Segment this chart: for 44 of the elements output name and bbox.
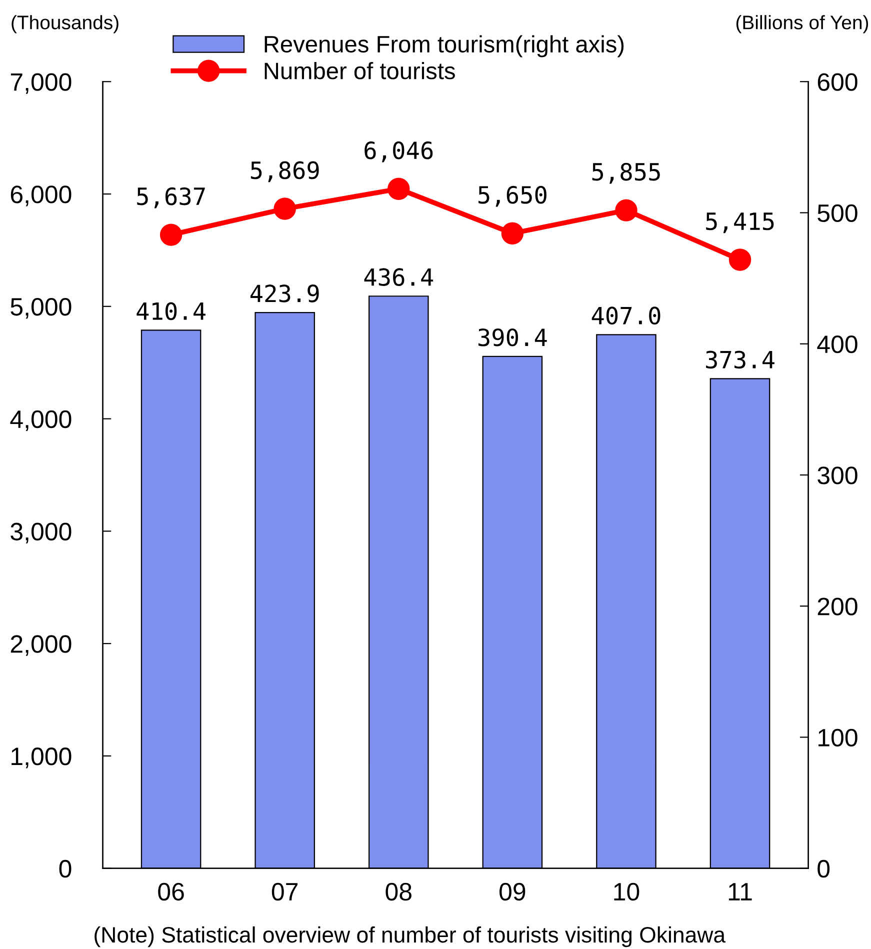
y-tick-label: 3,000 <box>10 522 72 544</box>
data-label: 436.4 <box>364 268 434 286</box>
x-tick-label: 09 <box>500 882 526 901</box>
legend-label: Revenues From tourism(right axis) <box>264 35 624 58</box>
x-tick-label: 11 <box>728 883 752 900</box>
y-tick-label: 5,000 <box>10 298 72 319</box>
data-label: 410.4 <box>136 302 206 320</box>
point <box>388 178 410 200</box>
y2-tick-label: 0 <box>818 860 830 878</box>
y2-tick-label: 500 <box>818 204 858 222</box>
legend-label: Number of tourists <box>264 62 455 80</box>
y-tick-label: 1,000 <box>12 748 72 768</box>
point <box>615 199 638 222</box>
data-label: 5,855 <box>592 162 660 184</box>
data-label: 5,869 <box>250 161 319 182</box>
x-tick-label: 07 <box>272 882 298 901</box>
point <box>728 248 752 271</box>
data-label: 390.4 <box>478 328 547 346</box>
y2-axis-title: (Billions of Yen) <box>736 15 868 34</box>
y-tick-label: 7,000 <box>10 73 72 94</box>
data-label: 407.0 <box>592 306 660 325</box>
y-tick-label: 4,000 <box>10 410 72 432</box>
y2-tick-label: 400 <box>817 335 858 354</box>
y-tick-label: 6,000 <box>10 186 72 206</box>
y2-tick-label: 300 <box>818 466 858 484</box>
data-label: 423.9 <box>250 284 319 302</box>
data-label: 6,046 <box>364 141 433 162</box>
point <box>274 198 296 220</box>
y2-tick-label: 600 <box>818 73 858 91</box>
data-label: 373.4 <box>706 350 774 369</box>
x-tick-label: 08 <box>386 882 412 901</box>
y2-tick-label: 200 <box>818 598 858 616</box>
data-label: 5,650 <box>478 186 546 207</box>
y-tick-label: 2,000 <box>10 635 72 656</box>
point <box>160 224 182 246</box>
x-tick-label: 10 <box>614 882 640 901</box>
y-axis-title: (Thousands) <box>12 15 118 34</box>
data-label: 5,637 <box>137 187 205 208</box>
y-tick-label: 0 <box>59 860 72 878</box>
y2-tick-label: 100 <box>818 728 858 747</box>
text: (Note) Statistical overview of number of tourists visiting Okinawa <box>94 926 726 948</box>
point <box>501 222 524 244</box>
data-label: 5,415 <box>706 212 774 234</box>
x-tick-label: 06 <box>158 882 184 901</box>
